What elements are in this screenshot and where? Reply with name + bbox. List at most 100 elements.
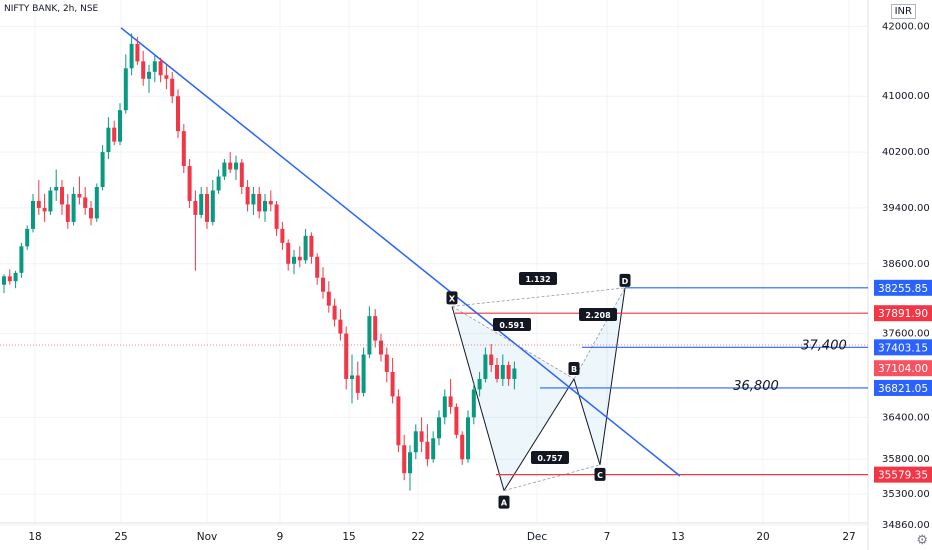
candle-body — [390, 371, 395, 397]
time-tick: 7 — [604, 531, 611, 543]
candle-body — [292, 256, 296, 264]
trendline[interactable] — [120, 27, 681, 477]
candle-body — [338, 319, 343, 334]
candle-body — [384, 354, 389, 372]
candle-body — [495, 364, 499, 379]
candle-body — [350, 375, 354, 379]
pattern-leg — [503, 378, 575, 491]
candle-body — [48, 190, 53, 212]
horizontal-levels[interactable]: 37,400 36,800 — [455, 287, 868, 476]
time-tick: Nov — [197, 531, 218, 543]
candle-body — [251, 193, 256, 205]
candle-body — [89, 207, 93, 219]
price-tick: 41000.00 — [882, 91, 930, 102]
price-level-label: 37403.15 — [878, 342, 928, 354]
candle-body — [466, 417, 470, 460]
candle-body — [158, 61, 163, 76]
candle-body — [205, 193, 209, 222]
candle-body — [489, 354, 494, 365]
price-tick: 40200.00 — [882, 147, 930, 158]
candles — [2, 33, 517, 491]
candle-body — [60, 186, 64, 205]
candle-body — [216, 176, 221, 191]
price-level-label: 37891.90 — [878, 308, 928, 320]
price-tick: 39400.00 — [882, 203, 930, 214]
time-tick: 15 — [342, 531, 355, 543]
candle-body — [506, 364, 511, 379]
ratio-label-box — [519, 272, 557, 285]
candle-body — [344, 333, 349, 379]
candle-body — [442, 396, 447, 418]
candle-body — [54, 186, 59, 191]
candle-body — [512, 368, 517, 379]
candle-body — [332, 305, 337, 320]
trendline-line — [120, 27, 681, 477]
candle-body — [477, 378, 482, 390]
candle-body — [373, 316, 378, 341]
point-b: B — [571, 365, 577, 374]
point-a: A — [501, 499, 508, 508]
candle-body — [222, 162, 227, 177]
candle-body — [147, 71, 151, 79]
time-tick: Dec — [527, 531, 548, 543]
candle-body — [42, 207, 47, 212]
candle-body — [176, 96, 180, 132]
time-tick: 20 — [756, 531, 769, 543]
time-axis[interactable]: 18 25 Nov 9 15 22 Dec 7 13 20 27 — [28, 531, 855, 543]
candle-body — [112, 127, 117, 142]
price-level-label: 38255.85 — [878, 283, 928, 295]
candle-body — [268, 200, 273, 205]
candle-body — [94, 186, 99, 219]
candle-body — [25, 228, 30, 247]
candle-body — [36, 200, 41, 208]
pattern-ratio-line — [503, 464, 601, 492]
currency-badge[interactable]: INR — [890, 4, 916, 19]
candle-body — [280, 228, 285, 243]
candle-body — [118, 110, 122, 142]
time-tick: 13 — [671, 531, 684, 543]
price-level-label: 36821.05 — [878, 383, 928, 395]
candle-body — [100, 152, 105, 187]
point-b-box — [568, 361, 580, 375]
point-a-box — [498, 495, 510, 509]
point-c-box — [594, 467, 606, 481]
candle-body — [431, 438, 436, 460]
candle-body — [471, 389, 476, 418]
price-tick: 34860.00 — [882, 520, 930, 531]
candle-body — [152, 61, 157, 72]
ratio-label-box — [493, 318, 531, 331]
candle-body — [361, 354, 366, 393]
chart-grid — [0, 0, 868, 526]
price-level-label: 37104.00 — [878, 363, 928, 375]
candle-body — [170, 78, 175, 97]
candle-body — [193, 200, 198, 215]
candle-body — [77, 193, 82, 198]
candle-body — [245, 186, 250, 205]
candle-body — [164, 75, 169, 79]
candle-body — [2, 276, 6, 285]
pattern-leg — [599, 287, 626, 465]
price-level-box — [874, 279, 932, 296]
price-level-box — [874, 360, 932, 377]
gear-icon[interactable]: ⚙ — [916, 532, 928, 547]
candle-body — [396, 396, 401, 446]
price-axis[interactable]: 42000.00 41000.00 40200.00 39400.00 38600.00… — [874, 21, 932, 531]
candle-body — [408, 452, 412, 474]
price-level-box — [874, 379, 932, 396]
candle-body — [402, 445, 407, 474]
candle-body — [379, 340, 383, 355]
symbol-title: NIFTY BANK, 2h, NSE — [4, 4, 99, 14]
price-tick: 42000.00 — [882, 21, 930, 32]
time-tick: 27 — [842, 531, 855, 543]
candle-body — [135, 43, 140, 62]
candle-body — [355, 375, 360, 393]
ratio-label: 1.132 — [525, 275, 550, 284]
candle-body — [425, 441, 430, 460]
candle-body — [129, 43, 134, 69]
candle-body — [437, 417, 441, 439]
price-level-box — [874, 466, 932, 483]
candle-body — [460, 434, 465, 460]
pattern-leg — [573, 378, 601, 465]
ratio-label: 0.757 — [537, 454, 562, 463]
